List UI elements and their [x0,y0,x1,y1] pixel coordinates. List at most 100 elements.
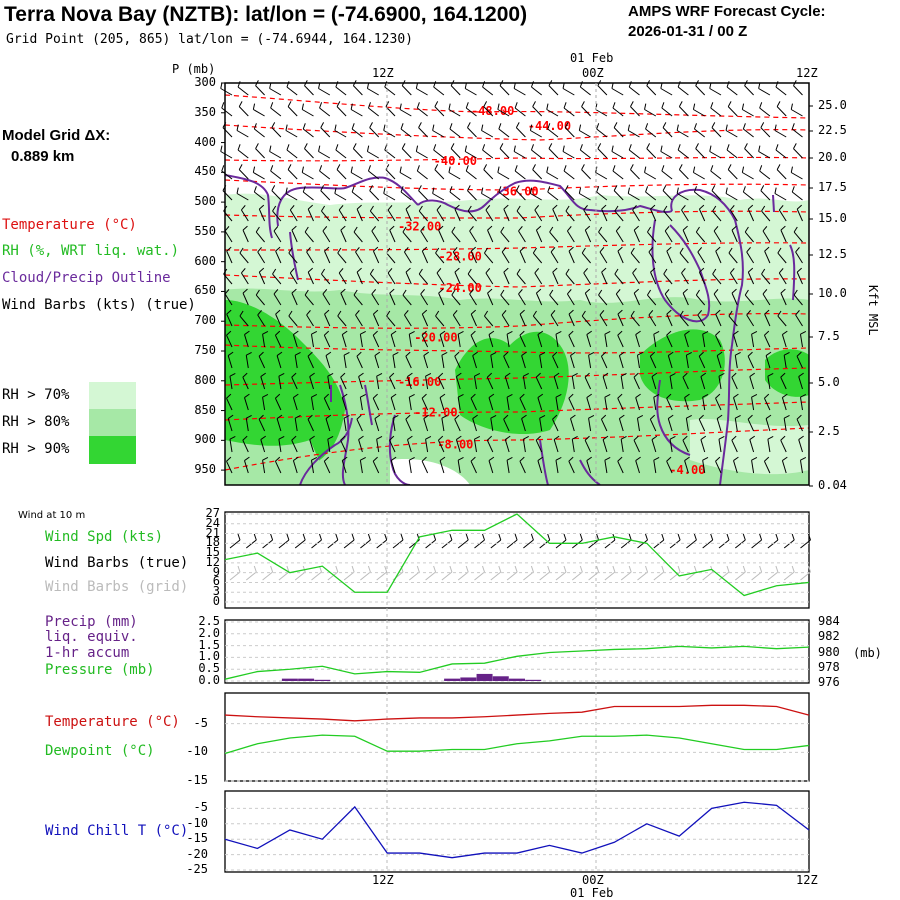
wind-barb [485,205,494,222]
surface-barb-grid [767,565,779,581]
wind-barb [465,165,477,180]
wind-barb [630,247,640,264]
wind-barb [774,124,787,138]
wind-barb [239,247,249,264]
wind-barb [236,124,249,138]
surface-barb [294,533,306,549]
wind-barb [613,185,624,201]
surface-barb-grid [425,565,437,581]
wind-barb [614,268,624,285]
wind-barb [645,186,657,201]
wind-barb [532,101,543,117]
kft-tick-9: 2.5 [818,424,840,438]
wind-barb [651,372,658,390]
wind-barb [684,393,690,411]
wind-barb [278,435,285,453]
wind-barb [323,393,331,411]
temperature-label: Temperature (°C) [45,714,180,730]
surface-barb [718,533,730,549]
wind-barb [584,372,592,390]
wind-barb [781,330,788,348]
wind-barb [679,310,689,327]
wind-barb [307,267,314,285]
surface-barb [620,533,632,549]
wind-barb [356,267,363,285]
wind-barb [306,247,314,264]
wind-barb [503,351,510,369]
time-tick-top-3: 12Z [796,66,818,80]
wind-barb [301,166,314,180]
wind-barb [751,393,758,411]
wind-barb [269,145,282,159]
wind-barb [532,164,543,180]
wind-barb [599,247,608,264]
wind-barb [457,456,464,474]
wind-barb [467,268,477,285]
wind-barb [571,372,578,390]
wind-barb [485,268,494,285]
pressure-tick-500: 500 [194,194,216,209]
surface-barb [686,533,697,549]
wind-barb [635,456,641,474]
wind-barb [387,268,396,285]
wind-barb [695,143,706,159]
wind-barb [302,123,314,138]
wind-barb [274,393,282,411]
wind-barb [401,143,412,159]
wind-barb [791,123,803,138]
wind-barb [358,372,364,390]
wind-barb [715,393,722,411]
wind-barb [601,267,608,285]
wind-barb [618,351,625,369]
wind-barb [487,225,494,243]
wind-barb [473,372,481,390]
wind-barb [636,414,644,432]
wind-barb [498,123,510,138]
wind-barb [685,351,692,369]
wind-barb [421,309,429,327]
wind-barb [302,186,314,201]
wind-barb [238,164,249,180]
wind-barb [486,435,494,453]
wind-barb [454,351,461,369]
wind-barb [324,246,331,264]
rh-shading [225,193,809,485]
surface-barb-grid [474,565,485,581]
wind-barb [226,393,233,411]
wind-barb [392,414,399,432]
wind-barb [663,268,673,285]
wind-barb [355,310,363,327]
wind-barb [711,122,722,138]
wind-barb [563,165,575,180]
wind-barb [550,310,559,327]
wind-barb [682,372,689,390]
wind-barb [519,393,526,411]
wind-barb [764,246,771,264]
wind-barb [389,225,396,243]
wind-barb [441,414,448,432]
wind-barb [226,330,233,348]
wind-barb [464,145,477,159]
wind-barb [741,103,754,117]
wind-barb [562,145,575,159]
precip-bar [509,678,525,681]
wind-barb [728,310,738,327]
pressure-right-tick-982: 982 [818,629,840,644]
wind-barb [310,330,318,348]
wind-barb [255,143,265,159]
wind-barb [535,435,543,453]
pressure-tick-400: 400 [194,134,216,149]
surface-barb [800,533,811,549]
wind-barb [343,351,350,369]
wind-barb [506,393,513,411]
wind-barb [374,414,381,432]
wind-barb [469,226,477,243]
wind-barb [337,247,347,264]
surface-barb [767,533,779,549]
wind-barb [661,165,673,180]
wind-barb [514,165,526,180]
wind-barb [439,456,446,474]
wind-barb [710,102,722,117]
wind-barb [698,204,706,222]
wind-barb [578,124,591,138]
